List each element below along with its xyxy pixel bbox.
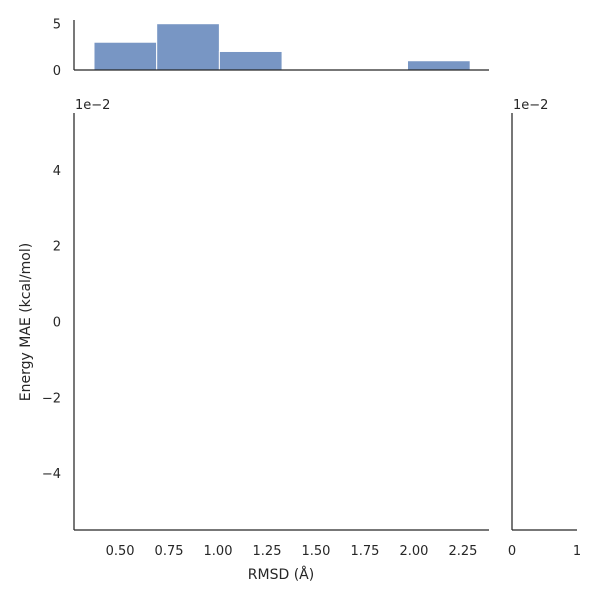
y-offset-label: 1e−2 (75, 98, 110, 113)
y-tick-label: 4 (53, 164, 61, 179)
marginal-x-tick-label: 0 (508, 544, 516, 559)
x-tick-label: 0.75 (155, 544, 184, 559)
y-tick-label: 2 (53, 240, 61, 255)
marginal-y-tick-label: 0 (53, 64, 61, 79)
marginal-x-histogram: 05 (53, 18, 489, 79)
y-axis-label: Energy MAE (kcal/mol) (18, 243, 34, 401)
y-tick-label: 0 (53, 316, 61, 331)
marginal-y-offset-label: 1e−2 (513, 98, 548, 113)
x-axis-label: RMSD (Å) (248, 566, 314, 583)
marginal-y-tick-label: 5 (53, 18, 61, 33)
histogram-bar (218, 50, 283, 71)
y-tick-label: −2 (42, 391, 61, 406)
x-tick-label: 1.75 (350, 544, 379, 559)
histogram-bar (156, 23, 220, 71)
x-tick-label: 1.00 (204, 544, 233, 559)
y-tick-label: −4 (42, 467, 61, 482)
histogram-bar (406, 60, 471, 71)
x-tick-label: 0.50 (106, 544, 135, 559)
histogram-bar (93, 41, 158, 71)
x-tick-label: 1.25 (253, 544, 282, 559)
x-tick-label: 1.50 (302, 544, 331, 559)
x-tick-label: 2.00 (399, 544, 428, 559)
joint-axes: 0.50 0.75 1.00 1.25 1.50 1.75 2.00 2.25 −4 −2 0 2 4 (42, 113, 489, 559)
x-tick-label: 2.25 (448, 544, 477, 559)
marginal-x-tick-label: 1 (573, 544, 581, 559)
